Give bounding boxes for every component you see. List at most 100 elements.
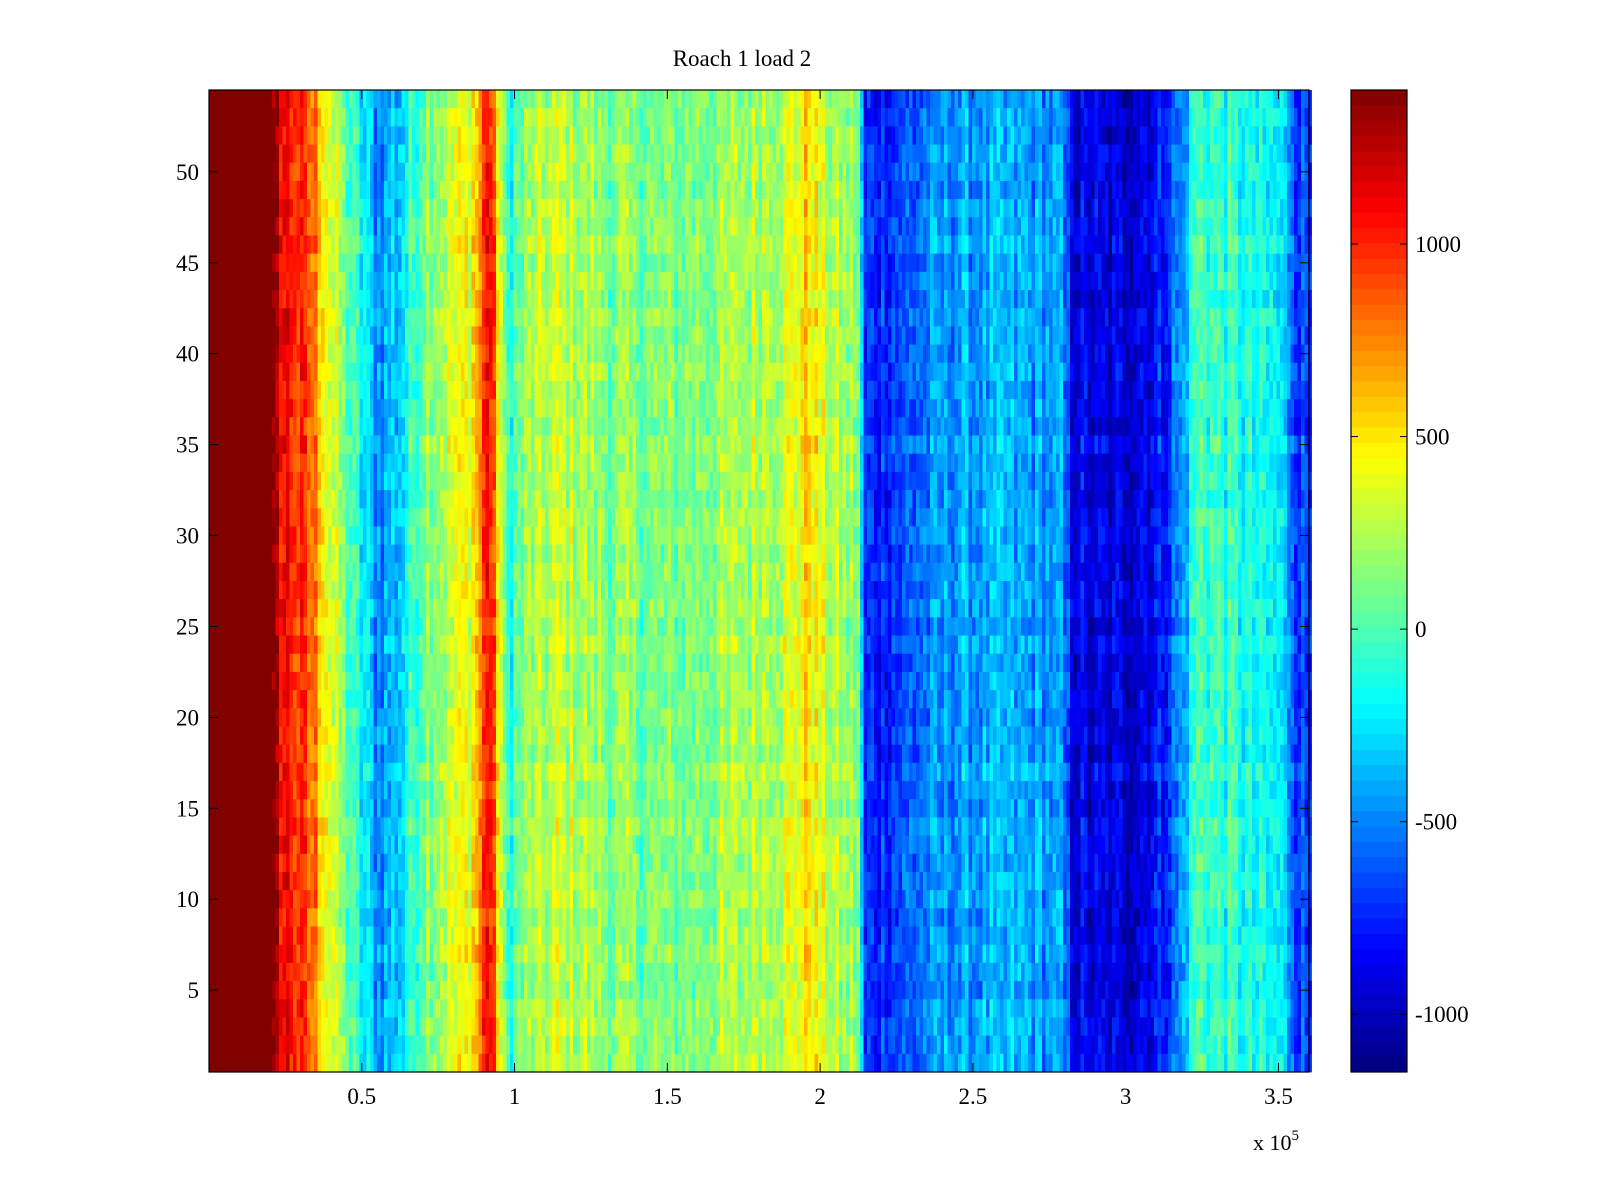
- heatmap-cell: [696, 90, 700, 109]
- heatmap-cell: [965, 290, 969, 309]
- heatmap-cell: [1189, 254, 1193, 273]
- heatmap-cell: [1245, 290, 1249, 309]
- heatmap-cell: [871, 163, 875, 182]
- heatmap-cell: [276, 199, 280, 218]
- heatmap-cell: [874, 345, 878, 364]
- heatmap-cell: [633, 199, 637, 218]
- heatmap-cell: [339, 163, 343, 182]
- heatmap-cell: [1095, 308, 1099, 327]
- heatmap-cell: [1137, 108, 1141, 127]
- heatmap-cell: [874, 254, 878, 273]
- heatmap-cell: [521, 235, 525, 254]
- heatmap-cell: [332, 199, 336, 218]
- heatmap-cell: [563, 254, 567, 273]
- heatmap-cell: [1249, 126, 1253, 145]
- heatmap-cell: [1088, 345, 1092, 364]
- heatmap-cell: [300, 145, 304, 164]
- heatmap-cell: [801, 363, 805, 382]
- heatmap-cell: [899, 145, 903, 164]
- heatmap-cell: [255, 290, 259, 309]
- heatmap-cell: [986, 254, 990, 273]
- heatmap-cell: [773, 254, 777, 273]
- heatmap-cell: [524, 217, 528, 236]
- heatmap-cell: [643, 326, 647, 345]
- heatmap-cell: [472, 326, 476, 345]
- heatmap-cell: [227, 126, 231, 145]
- heatmap-cell: [976, 326, 980, 345]
- heatmap-cell: [465, 108, 469, 127]
- heatmap-cell: [1126, 181, 1130, 200]
- heatmap-cell: [692, 217, 696, 236]
- heatmap-cell: [1231, 90, 1235, 109]
- heatmap-cell: [1217, 217, 1221, 236]
- heatmap-cell: [1119, 235, 1123, 254]
- heatmap-cell: [965, 126, 969, 145]
- heatmap-cell: [930, 308, 934, 327]
- heatmap-cell: [909, 163, 913, 182]
- heatmap-cell: [1060, 181, 1064, 200]
- heatmap-cell: [349, 181, 353, 200]
- heatmap-cell: [916, 217, 920, 236]
- heatmap-cell: [780, 235, 784, 254]
- heatmap-cell: [1070, 308, 1074, 327]
- heatmap-cell: [251, 108, 255, 127]
- heatmap-cell: [1291, 181, 1295, 200]
- heatmap-cell: [706, 272, 710, 291]
- heatmap-cell: [759, 90, 763, 109]
- heatmap-cell: [731, 272, 735, 291]
- heatmap-cell: [706, 254, 710, 273]
- heatmap-cell: [930, 199, 934, 218]
- heatmap-cell: [650, 345, 654, 364]
- heatmap-cell: [447, 199, 451, 218]
- heatmap-cell: [552, 345, 556, 364]
- heatmap-cell: [318, 363, 322, 382]
- heatmap-cell: [846, 345, 850, 364]
- heatmap-cell: [815, 345, 819, 364]
- heatmap-cell: [440, 363, 444, 382]
- heatmap-cell: [542, 290, 546, 309]
- heatmap-cell: [328, 235, 332, 254]
- heatmap-cell: [409, 108, 413, 127]
- heatmap-cell: [276, 308, 280, 327]
- heatmap-cell: [818, 254, 822, 273]
- heatmap-cell: [507, 181, 511, 200]
- heatmap-cell: [874, 90, 878, 109]
- heatmap-cell: [871, 108, 875, 127]
- heatmap-cell: [353, 272, 357, 291]
- heatmap-cell: [426, 181, 430, 200]
- heatmap-cell: [545, 163, 549, 182]
- heatmap-cell: [703, 126, 707, 145]
- heatmap-cell: [1084, 345, 1088, 364]
- heatmap-cell: [1200, 181, 1204, 200]
- heatmap-cell: [549, 163, 553, 182]
- heatmap-cell: [402, 235, 406, 254]
- heatmap-cell: [342, 363, 346, 382]
- heatmap-cell: [874, 272, 878, 291]
- heatmap-cell: [612, 290, 616, 309]
- heatmap-cell: [801, 290, 805, 309]
- heatmap-cell: [1158, 235, 1162, 254]
- heatmap-cell: [503, 199, 507, 218]
- heatmap-cell: [829, 363, 833, 382]
- heatmap-cell: [234, 235, 238, 254]
- heatmap-cell: [349, 363, 353, 382]
- heatmap-cell: [647, 345, 651, 364]
- heatmap-cell: [255, 90, 259, 109]
- heatmap-cell: [598, 126, 602, 145]
- heatmap-cell: [710, 217, 714, 236]
- heatmap-cell: [1147, 308, 1151, 327]
- heatmap-cell: [1200, 308, 1204, 327]
- heatmap-cell: [794, 126, 798, 145]
- heatmap-cell: [1098, 326, 1102, 345]
- heatmap-cell: [605, 290, 609, 309]
- heatmap-cell: [304, 308, 308, 327]
- heatmap-cell: [475, 126, 479, 145]
- heatmap-cell: [783, 181, 787, 200]
- heatmap-cell: [325, 217, 329, 236]
- heatmap-cell: [423, 108, 427, 127]
- heatmap-cell: [692, 254, 696, 273]
- heatmap-cell: [304, 217, 308, 236]
- heatmap-cell: [1252, 199, 1256, 218]
- heatmap-cell: [972, 290, 976, 309]
- heatmap-cell: [426, 290, 430, 309]
